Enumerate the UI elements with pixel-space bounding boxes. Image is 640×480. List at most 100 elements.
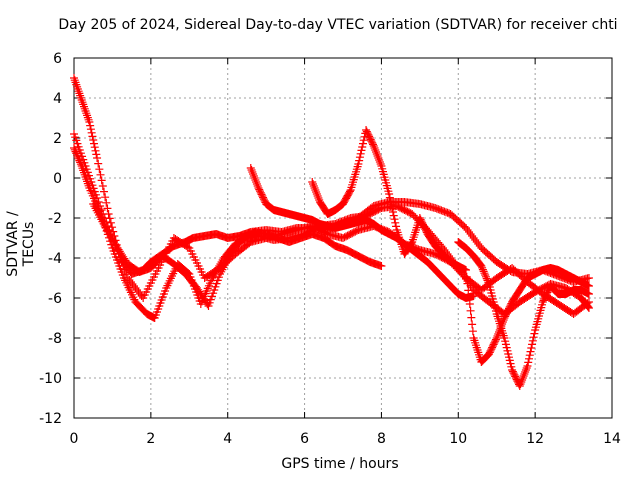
data-point <box>480 269 489 278</box>
chart-title: Day 205 of 2024, Sidereal Day-to-day VTE… <box>58 17 618 33</box>
data-point <box>527 344 536 352</box>
y-tick-label: 0 <box>53 171 62 187</box>
data-point <box>377 262 386 270</box>
data-point <box>311 186 320 194</box>
x-tick-label: 0 <box>70 431 79 447</box>
data-point <box>407 239 416 248</box>
data-point <box>354 160 363 168</box>
x-axis-label: GPS time / hours <box>281 456 399 472</box>
data-point <box>524 358 533 367</box>
series-track-4 <box>89 200 386 310</box>
y-tick-label: -12 <box>39 411 62 427</box>
data-point <box>518 374 527 382</box>
data-point <box>375 156 384 164</box>
data-points <box>70 74 593 390</box>
data-point <box>583 299 592 308</box>
data-point <box>528 336 537 345</box>
data-point <box>484 278 493 287</box>
series-track-7 <box>454 238 593 390</box>
data-point <box>119 262 128 270</box>
data-point <box>468 327 477 336</box>
data-point <box>90 143 99 152</box>
y-tick-label: -6 <box>48 291 62 307</box>
data-point <box>86 121 95 130</box>
data-point <box>88 132 97 141</box>
data-point <box>461 266 470 274</box>
data-point <box>482 274 491 283</box>
data-point <box>467 313 476 322</box>
data-point <box>373 152 382 160</box>
data-point <box>481 272 490 281</box>
data-point <box>76 160 85 169</box>
data-point <box>355 156 364 165</box>
x-tick-label: 8 <box>377 431 386 447</box>
data-point <box>314 194 323 202</box>
data-point <box>248 168 257 176</box>
data-point <box>524 354 533 363</box>
data-point <box>249 172 258 180</box>
data-point <box>375 158 384 166</box>
data-point <box>309 182 318 190</box>
data-point <box>478 265 487 274</box>
data-point <box>357 146 366 155</box>
data-point <box>390 215 399 224</box>
y-axis-label: SDTVAR / TECUs <box>5 211 37 277</box>
data-point <box>89 136 98 144</box>
data-point <box>249 170 258 178</box>
data-point <box>530 329 539 338</box>
data-point <box>515 382 524 390</box>
data-point <box>483 276 492 285</box>
data-point <box>372 150 381 158</box>
data-point <box>584 298 593 306</box>
data-point <box>93 194 102 202</box>
data-point <box>355 153 364 162</box>
data-point <box>312 190 321 198</box>
x-tick-label: 14 <box>603 431 621 447</box>
data-point <box>525 351 534 360</box>
data-point <box>465 300 474 308</box>
data-point <box>94 198 103 206</box>
data-point <box>479 267 488 276</box>
data-point <box>389 211 398 220</box>
data-point <box>87 128 96 137</box>
data-point <box>71 147 80 156</box>
data-point <box>89 139 98 148</box>
data-point <box>369 142 378 150</box>
data-point <box>462 272 471 281</box>
y-tick-label: -4 <box>48 251 62 267</box>
data-point <box>252 178 261 186</box>
series-track-1 <box>70 74 593 286</box>
y-tick-label: -8 <box>48 331 62 347</box>
data-point <box>92 150 101 159</box>
data-point <box>469 292 478 300</box>
data-point <box>518 376 527 384</box>
data-point <box>70 144 78 152</box>
data-point <box>477 262 486 270</box>
data-point <box>464 286 473 295</box>
series-track-5 <box>246 164 478 302</box>
data-point <box>478 263 487 272</box>
data-point <box>86 125 95 134</box>
data-point <box>521 366 530 374</box>
data-point <box>463 279 472 288</box>
y-axis-ticks: -12 -10 -8 -6 -4 -2 0 2 4 6 <box>39 51 612 427</box>
data-point <box>103 204 112 213</box>
x-axis-ticks: 0 2 4 6 8 10 12 14 <box>70 58 621 447</box>
data-point <box>516 380 525 388</box>
x-tick-label: 12 <box>526 431 544 447</box>
data-point <box>526 347 535 356</box>
data-point <box>96 170 105 179</box>
data-point <box>358 143 367 151</box>
data-point <box>481 271 490 279</box>
data-point <box>519 372 528 380</box>
data-point <box>523 362 532 370</box>
data-point <box>356 149 365 158</box>
data-point <box>465 293 474 302</box>
data-point <box>310 184 319 192</box>
data-point <box>371 146 380 154</box>
y-tick-label: -10 <box>39 371 62 387</box>
data-point <box>385 193 394 202</box>
data-point <box>584 282 593 290</box>
data-point <box>85 118 94 126</box>
data-point <box>101 193 110 202</box>
